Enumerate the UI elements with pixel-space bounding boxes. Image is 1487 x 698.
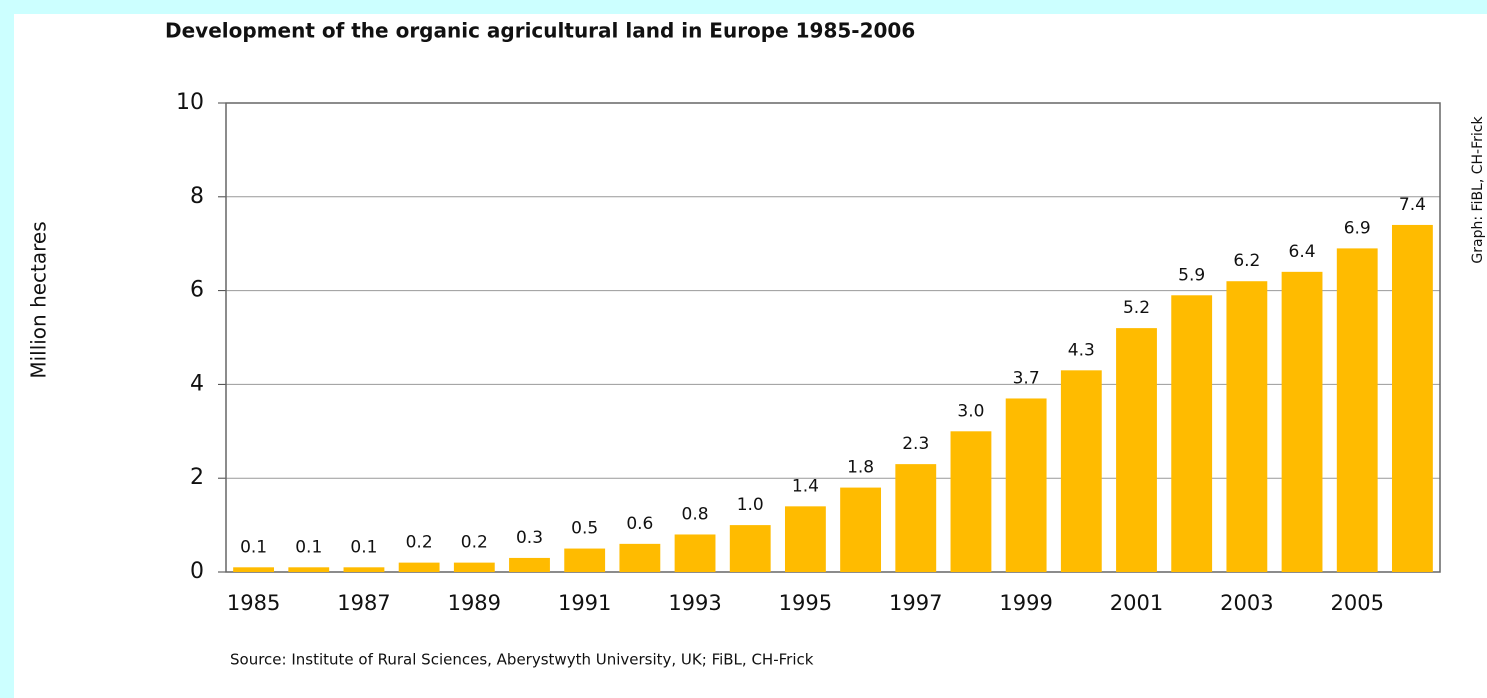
value-label: 0.2 [406,533,433,553]
x-tick-label: 1999 [999,591,1052,615]
value-label: 1.0 [737,495,764,515]
value-label: 2.3 [902,434,929,454]
credit: Graph: FiBL, CH-Frick [1470,116,1486,264]
bar [1171,295,1213,572]
value-label: 6.9 [1344,218,1371,238]
value-label: 6.2 [1233,251,1260,271]
x-tick-label: 2001 [1110,591,1163,615]
value-label: 0.6 [626,514,653,534]
bar [619,543,661,572]
value-label: 5.9 [1178,265,1205,285]
x-tick-label: 1991 [558,591,611,615]
bar [1116,328,1157,572]
bar [1060,370,1102,572]
value-label: 7.4 [1399,195,1426,215]
bar [564,548,606,572]
x-tick-label: 1989 [448,591,501,615]
bar [1226,281,1268,572]
x-tick-label: 1997 [889,591,942,615]
bar [1005,398,1047,572]
value-label: 0.1 [295,537,322,557]
value-label: 0.1 [240,537,267,557]
bar [950,431,992,572]
y-axis-label: Million hectares [27,221,51,378]
bar [729,525,771,572]
chart-title: Development of the organic agricultural … [165,19,915,43]
y-tick-label: 8 [190,184,204,209]
value-label: 1.8 [847,458,874,478]
value-label: 3.7 [1013,368,1040,388]
x-tick-label: 1995 [779,591,832,615]
bar [840,487,882,572]
bar [784,506,826,572]
x-tick-label: 1993 [668,591,721,615]
bar [453,562,495,572]
value-label: 0.5 [571,519,598,539]
y-tick-label: 6 [190,278,204,303]
x-tick-label: 2005 [1331,591,1384,615]
bar [1391,224,1433,572]
y-tick-label: 0 [190,559,204,584]
bar [895,464,937,572]
x-tick-label: 1985 [227,591,280,615]
value-label: 6.4 [1289,242,1316,262]
bar [233,567,275,572]
value-label: 0.2 [461,533,488,553]
value-label: 5.2 [1123,298,1150,318]
bar [509,557,550,572]
plot-frame [225,102,1441,573]
value-label: 4.3 [1068,340,1095,360]
y-tick-label: 2 [190,465,204,490]
bar [343,567,385,572]
y-tick-label: 10 [176,90,204,115]
bar [398,562,440,572]
value-label: 1.4 [792,476,819,496]
y-tick-label: 4 [190,371,204,396]
bar [288,567,330,572]
bar [1336,248,1378,572]
bar [674,534,716,572]
x-tick-label: 1987 [337,591,390,615]
x-tick-label: 2003 [1220,591,1273,615]
value-label: 0.3 [516,528,543,548]
source: Source: Institute of Rural Sciences, Abe… [230,651,814,669]
bar [1281,271,1323,572]
value-label: 3.0 [957,401,984,421]
value-label: 0.1 [350,537,377,557]
value-label: 0.8 [682,504,709,524]
